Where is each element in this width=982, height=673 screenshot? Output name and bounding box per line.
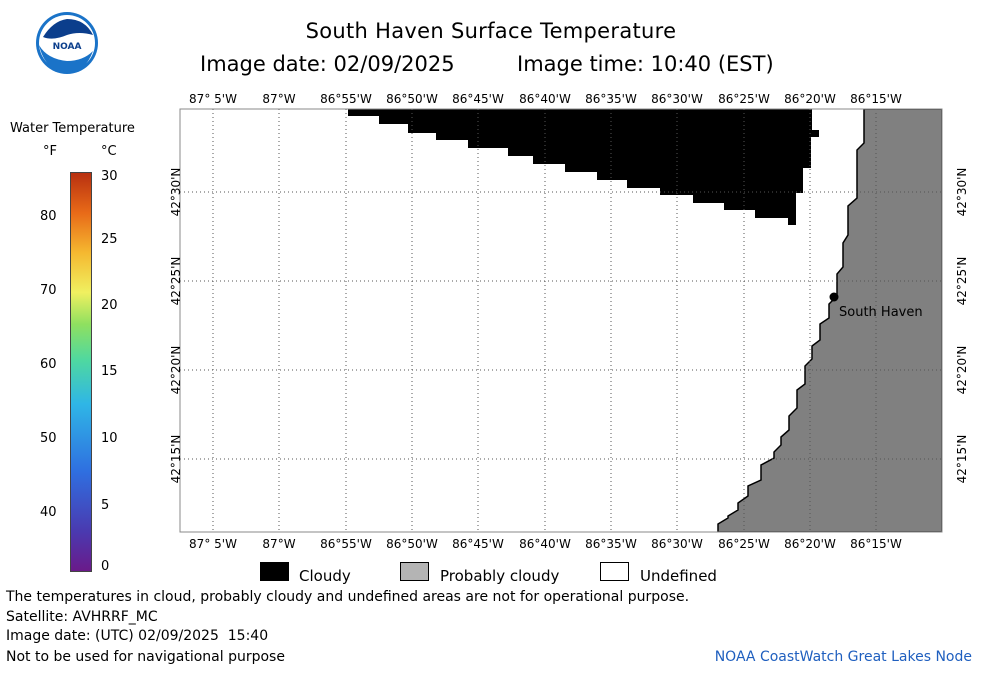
- colorbar-c-tick: 15: [101, 364, 118, 379]
- image-time: Image time: 10:40 (EST): [517, 52, 774, 76]
- longitude-label-bottom: 86°55'W: [320, 537, 372, 551]
- colorbar: [70, 172, 92, 572]
- credit-link[interactable]: NOAA CoastWatch Great Lakes Node: [714, 649, 972, 665]
- longitude-label-bottom: 86°30'W: [651, 537, 703, 551]
- longitude-label-top: 86°50'W: [386, 92, 438, 106]
- latitude-label-right: 42°20'N: [955, 346, 969, 395]
- colorbar-unit-c: °C: [101, 144, 117, 159]
- longitude-label-top: 87°W: [262, 92, 295, 106]
- operational-note: The temperatures in cloud, probably clou…: [6, 589, 690, 605]
- navigation-warning: Not to be used for navigational purpose: [6, 649, 285, 665]
- satellite-info: Satellite: AVHRRF_MC: [6, 609, 158, 625]
- map-frame: [179, 108, 943, 533]
- longitude-label-top: 86°55'W: [320, 92, 372, 106]
- colorbar-c-tick: 0: [101, 559, 110, 574]
- latitude-label-left: 42°25'N: [169, 257, 183, 306]
- utc-date: Image date: (UTC) 02/09/2025 15:40: [6, 628, 269, 644]
- longitude-label-top: 86°45'W: [452, 92, 504, 106]
- longitude-label-top: 86°25'W: [718, 92, 770, 106]
- legend-probably-cloudy-label: Probably cloudy: [440, 567, 560, 585]
- longitude-label-top: 86°20'W: [784, 92, 836, 106]
- longitude-label-bottom: 86°35'W: [585, 537, 637, 551]
- longitude-label-top: 86°15'W: [850, 92, 902, 106]
- noaa-logo: NOAA: [35, 11, 99, 75]
- legend-undefined-label: Undefined: [640, 567, 717, 585]
- latitude-label-right: 42°25'N: [955, 257, 969, 306]
- legend-cloudy-label: Cloudy: [299, 567, 351, 585]
- page-title: South Haven Surface Temperature: [305, 19, 677, 43]
- longitude-label-bottom: 86°50'W: [386, 537, 438, 551]
- colorbar-f-tick: 70: [40, 283, 57, 298]
- colorbar-c-tick: 5: [101, 498, 110, 513]
- longitude-label-bottom: 86°40'W: [519, 537, 571, 551]
- colorbar-c-tick: 30: [101, 169, 118, 184]
- colorbar-f-tick: 60: [40, 357, 57, 372]
- colorbar-unit-f: °F: [43, 144, 57, 159]
- longitude-label-bottom: 86°25'W: [718, 537, 770, 551]
- longitude-label-bottom: 86°45'W: [452, 537, 504, 551]
- longitude-label-top: 86°40'W: [519, 92, 571, 106]
- south-haven-marker: [829, 292, 839, 302]
- logo-text: NOAA: [53, 42, 82, 52]
- legend-probably-cloudy-swatch: [400, 562, 429, 581]
- latitude-label-right: 42°30'N: [955, 168, 969, 217]
- legend-cloudy-swatch: [260, 562, 289, 581]
- colorbar-c-tick: 10: [101, 431, 118, 446]
- noaa-logo-icon: NOAA: [36, 12, 98, 74]
- colorbar-c-tick: 25: [101, 232, 118, 247]
- colorbar-f-tick: 50: [40, 431, 57, 446]
- latitude-label-right: 42°15'N: [955, 435, 969, 484]
- land-area: [717, 109, 942, 532]
- cloud-area: [348, 109, 819, 225]
- colorbar-c-tick: 20: [101, 298, 118, 313]
- longitude-label-top: 86°30'W: [651, 92, 703, 106]
- latitude-label-left: 42°30'N: [169, 168, 183, 217]
- image-date: Image date: 02/09/2025: [200, 52, 455, 76]
- colorbar-f-tick: 80: [40, 209, 57, 224]
- longitude-label-top: 87° 5'W: [189, 92, 237, 106]
- colorbar-f-tick: 40: [40, 505, 57, 520]
- colorbar-title: Water Temperature: [10, 121, 135, 136]
- longitude-label-bottom: 87° 5'W: [189, 537, 237, 551]
- longitude-label-top: 86°35'W: [585, 92, 637, 106]
- longitude-label-bottom: 86°15'W: [850, 537, 902, 551]
- latitude-label-left: 42°20'N: [169, 346, 183, 395]
- latitude-label-left: 42°15'N: [169, 435, 183, 484]
- longitude-label-bottom: 87°W: [262, 537, 295, 551]
- south-haven-label: South Haven: [839, 305, 923, 320]
- legend-undefined-swatch: [600, 562, 629, 581]
- longitude-label-bottom: 86°20'W: [784, 537, 836, 551]
